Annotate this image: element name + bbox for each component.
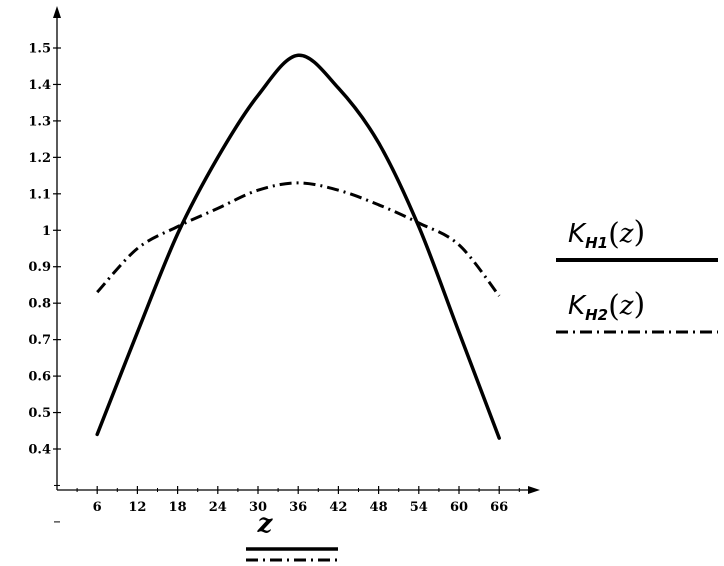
x-tick-label: 36: [289, 500, 307, 515]
x-axis-title: z: [257, 509, 274, 539]
y-tick-label: 0.4: [28, 443, 51, 458]
legend-label: KH1(z): [568, 215, 645, 252]
x-tick-label: 12: [128, 500, 146, 515]
y-tick-label: 0.5: [28, 406, 51, 421]
y-tick-label: 0.9: [28, 260, 51, 275]
x-axis-arrow: [528, 486, 540, 494]
x-tick-label: 6: [93, 500, 102, 515]
y-axis-arrow: [53, 6, 61, 18]
x-ticks: 6 12 18 24 30 36 42 48 54 60 66: [76, 486, 520, 515]
legend-label: KH2(z): [568, 287, 645, 324]
y-tick-label: 0.6: [28, 370, 51, 385]
x-tick-label: 42: [329, 500, 347, 515]
x-axis-title-group: z: [246, 509, 338, 562]
x-tick-label: 18: [169, 500, 187, 515]
x-tick-label: 54: [410, 500, 428, 515]
y-tick-label: 1: [42, 224, 51, 239]
y-tick-label: 1.1: [28, 187, 51, 202]
x-tick-label: 48: [370, 500, 388, 515]
y-tick-label: 1.5: [28, 42, 51, 57]
y-tick-label: 1.4: [28, 78, 51, 93]
x-tick-label: 60: [450, 500, 468, 515]
axes: [53, 6, 540, 494]
x-tick-label: 24: [209, 500, 227, 515]
y-tick-label: 0.8: [28, 297, 51, 312]
y-tick-label: 0.7: [28, 333, 51, 348]
series-lines: [95, 53, 501, 440]
series-line-2: [96, 181, 501, 297]
y-tick-label: 1.3: [28, 114, 51, 129]
legend-entry-1: KH1(z): [556, 215, 718, 262]
legend-entry-2: KH2(z): [556, 287, 718, 334]
x-tick-label: 66: [490, 500, 508, 515]
x-tick-label: 30: [249, 500, 267, 515]
y-ticks: 0.4 0.5 0.6 0.7 0.8 0.9 1 1.1 1.2 1.3 1.4 1.5: [28, 42, 61, 523]
y-tick-label: 1.2: [28, 151, 51, 166]
legend: KH1(z) KH2(z): [556, 215, 718, 334]
series-line-1: [95, 53, 501, 440]
